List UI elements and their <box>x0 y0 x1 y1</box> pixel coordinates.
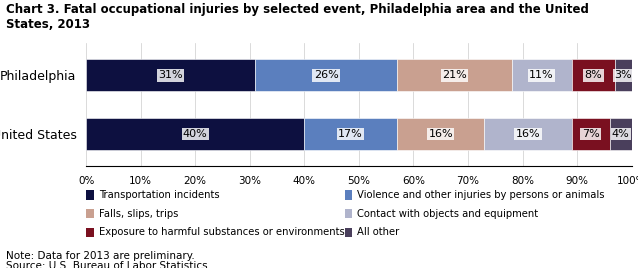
Bar <box>86 118 304 150</box>
Bar <box>255 59 397 91</box>
Text: 26%: 26% <box>314 70 339 80</box>
Text: 21%: 21% <box>442 70 467 80</box>
Text: Falls, slips, trips: Falls, slips, trips <box>99 209 178 219</box>
Text: Transportation incidents: Transportation incidents <box>99 190 219 200</box>
Text: 31%: 31% <box>158 70 183 80</box>
Bar <box>572 59 615 91</box>
Text: 3%: 3% <box>614 70 632 80</box>
Bar <box>512 59 572 91</box>
Text: Exposure to harmful substances or environments: Exposure to harmful substances or enviro… <box>99 228 345 237</box>
Bar <box>304 118 397 150</box>
Text: 8%: 8% <box>584 70 602 80</box>
Text: Chart 3. Fatal occupational injuries by selected event, Philadelphia area and th: Chart 3. Fatal occupational injuries by … <box>6 3 590 31</box>
Bar <box>397 118 484 150</box>
Text: 4%: 4% <box>612 129 630 139</box>
Text: Contact with objects and equipment: Contact with objects and equipment <box>357 209 538 219</box>
Text: 16%: 16% <box>428 129 453 139</box>
Bar <box>610 118 632 150</box>
Text: 11%: 11% <box>530 70 554 80</box>
Bar <box>86 59 255 91</box>
Text: 17%: 17% <box>338 129 363 139</box>
Text: Violence and other injuries by persons or animals: Violence and other injuries by persons o… <box>357 190 605 200</box>
Text: Source: U.S. Bureau of Labor Statistics.: Source: U.S. Bureau of Labor Statistics. <box>6 261 211 268</box>
Bar <box>572 118 610 150</box>
Bar <box>397 59 512 91</box>
Text: 40%: 40% <box>183 129 207 139</box>
Bar <box>484 118 572 150</box>
Text: All other: All other <box>357 228 399 237</box>
Bar <box>615 59 632 91</box>
Text: 7%: 7% <box>582 129 600 139</box>
Text: 16%: 16% <box>516 129 540 139</box>
Text: Note: Data for 2013 are preliminary.: Note: Data for 2013 are preliminary. <box>6 251 195 260</box>
